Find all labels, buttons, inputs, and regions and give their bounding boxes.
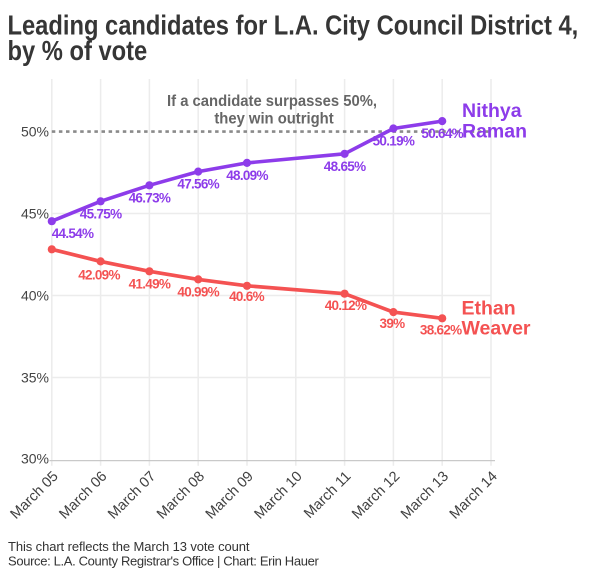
svg-text:47.56%: 47.56% [177,177,219,192]
svg-text:Leading candidates for L.A. Ci: Leading candidates for L.A. City Council… [8,11,579,41]
svg-text:If a candidate surpasses 50%,: If a candidate surpasses 50%, [167,92,377,110]
svg-text:Weaver: Weaver [462,317,531,339]
svg-text:This chart reflects the March: This chart reflects the March 13 vote co… [8,539,250,554]
svg-text:Raman: Raman [462,120,527,142]
svg-text:46.73%: 46.73% [129,190,171,205]
svg-text:50%: 50% [21,124,49,140]
svg-text:40.6%: 40.6% [229,289,264,304]
svg-text:44.54%: 44.54% [52,226,94,241]
svg-text:41.49%: 41.49% [129,277,171,292]
svg-text:30%: 30% [21,451,49,467]
svg-text:Nithya: Nithya [462,100,522,122]
svg-text:45.75%: 45.75% [80,206,122,221]
svg-text:they win outright: they win outright [214,110,333,128]
svg-text:45%: 45% [21,206,49,222]
svg-text:35%: 35% [21,370,49,386]
svg-text:50.64%: 50.64% [421,126,463,141]
svg-text:by % of vote: by % of vote [8,36,148,66]
svg-text:Source: L.A. County Registrar': Source: L.A. County Registrar's Office |… [8,554,319,569]
svg-text:42.09%: 42.09% [78,268,120,283]
svg-text:39%: 39% [380,316,406,331]
svg-text:48.09%: 48.09% [226,168,268,183]
svg-text:Ethan: Ethan [462,297,516,319]
svg-text:40%: 40% [21,288,49,304]
svg-text:38.62%: 38.62% [420,323,462,338]
svg-text:40.12%: 40.12% [325,298,367,313]
svg-text:48.65%: 48.65% [324,159,366,174]
svg-text:40.99%: 40.99% [177,285,219,300]
svg-text:50.19%: 50.19% [373,134,415,149]
